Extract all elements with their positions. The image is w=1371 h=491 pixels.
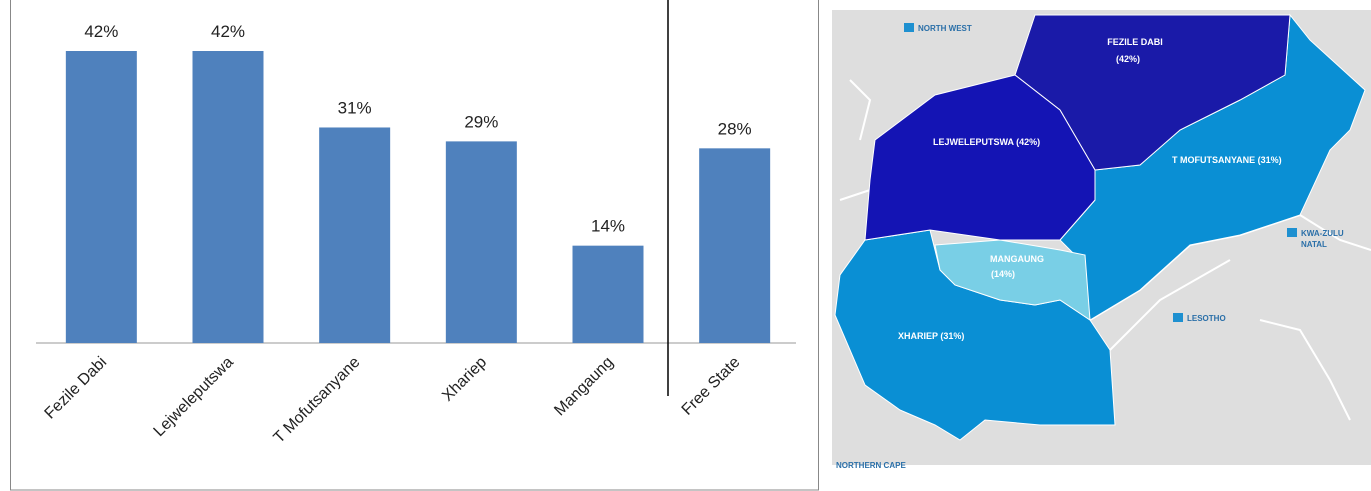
icon: [904, 23, 914, 32]
bar: [192, 51, 264, 343]
x-tick-label: Xhariep: [439, 354, 490, 405]
value-label: 28%: [718, 119, 752, 138]
x-tick-label: Mangaung: [551, 354, 616, 419]
map-label: (14%): [991, 269, 1015, 279]
map-label: XHARIEP (31%): [898, 331, 964, 341]
bar: [319, 127, 391, 343]
map-label: LESOTHO: [1187, 314, 1226, 323]
value-label: 31%: [338, 98, 372, 117]
bar: [65, 51, 137, 343]
bar: [699, 148, 771, 343]
icon: [1173, 313, 1183, 322]
value-label: 14%: [591, 217, 625, 236]
region-mangaung: [934, 239, 1091, 321]
map-label: LEJWELEPUTSWA (42%): [933, 137, 1040, 147]
map-label: FEZILE DABI: [1107, 37, 1163, 47]
map-label: MANGAUNG: [990, 254, 1044, 264]
map-label: KWA-ZULU: [1301, 229, 1344, 238]
map-label: NATAL: [1301, 240, 1327, 249]
map-label: (42%): [1116, 54, 1140, 64]
map: NORTH WEST FEZILE DABI (42%) LEJWELEPUTS…: [832, 10, 1371, 470]
bar: [572, 245, 644, 343]
region-lejweleputswa: [864, 74, 1096, 241]
bar: [445, 141, 517, 343]
map-label: NORTHERN CAPE: [836, 461, 906, 470]
value-label: 42%: [84, 22, 118, 41]
map-label: T MOFUTSANYANE (31%): [1172, 155, 1282, 165]
x-tick-label: Lejweleputswa: [151, 354, 237, 440]
value-label: 42%: [211, 22, 245, 41]
chart-frame: [10, 0, 819, 491]
icon: [1287, 228, 1297, 237]
map-label: NORTH WEST: [918, 24, 972, 33]
x-tick-label: T Mofutsanyane: [271, 354, 364, 447]
value-label: 29%: [464, 112, 498, 131]
bar-chart: 42% Fezile Dabi 42% Lejweleputswa 31% T Mofut…: [36, 22, 796, 447]
x-tick-label: Fezile Dabi: [42, 354, 111, 423]
x-tick-label: Free State: [679, 354, 744, 419]
